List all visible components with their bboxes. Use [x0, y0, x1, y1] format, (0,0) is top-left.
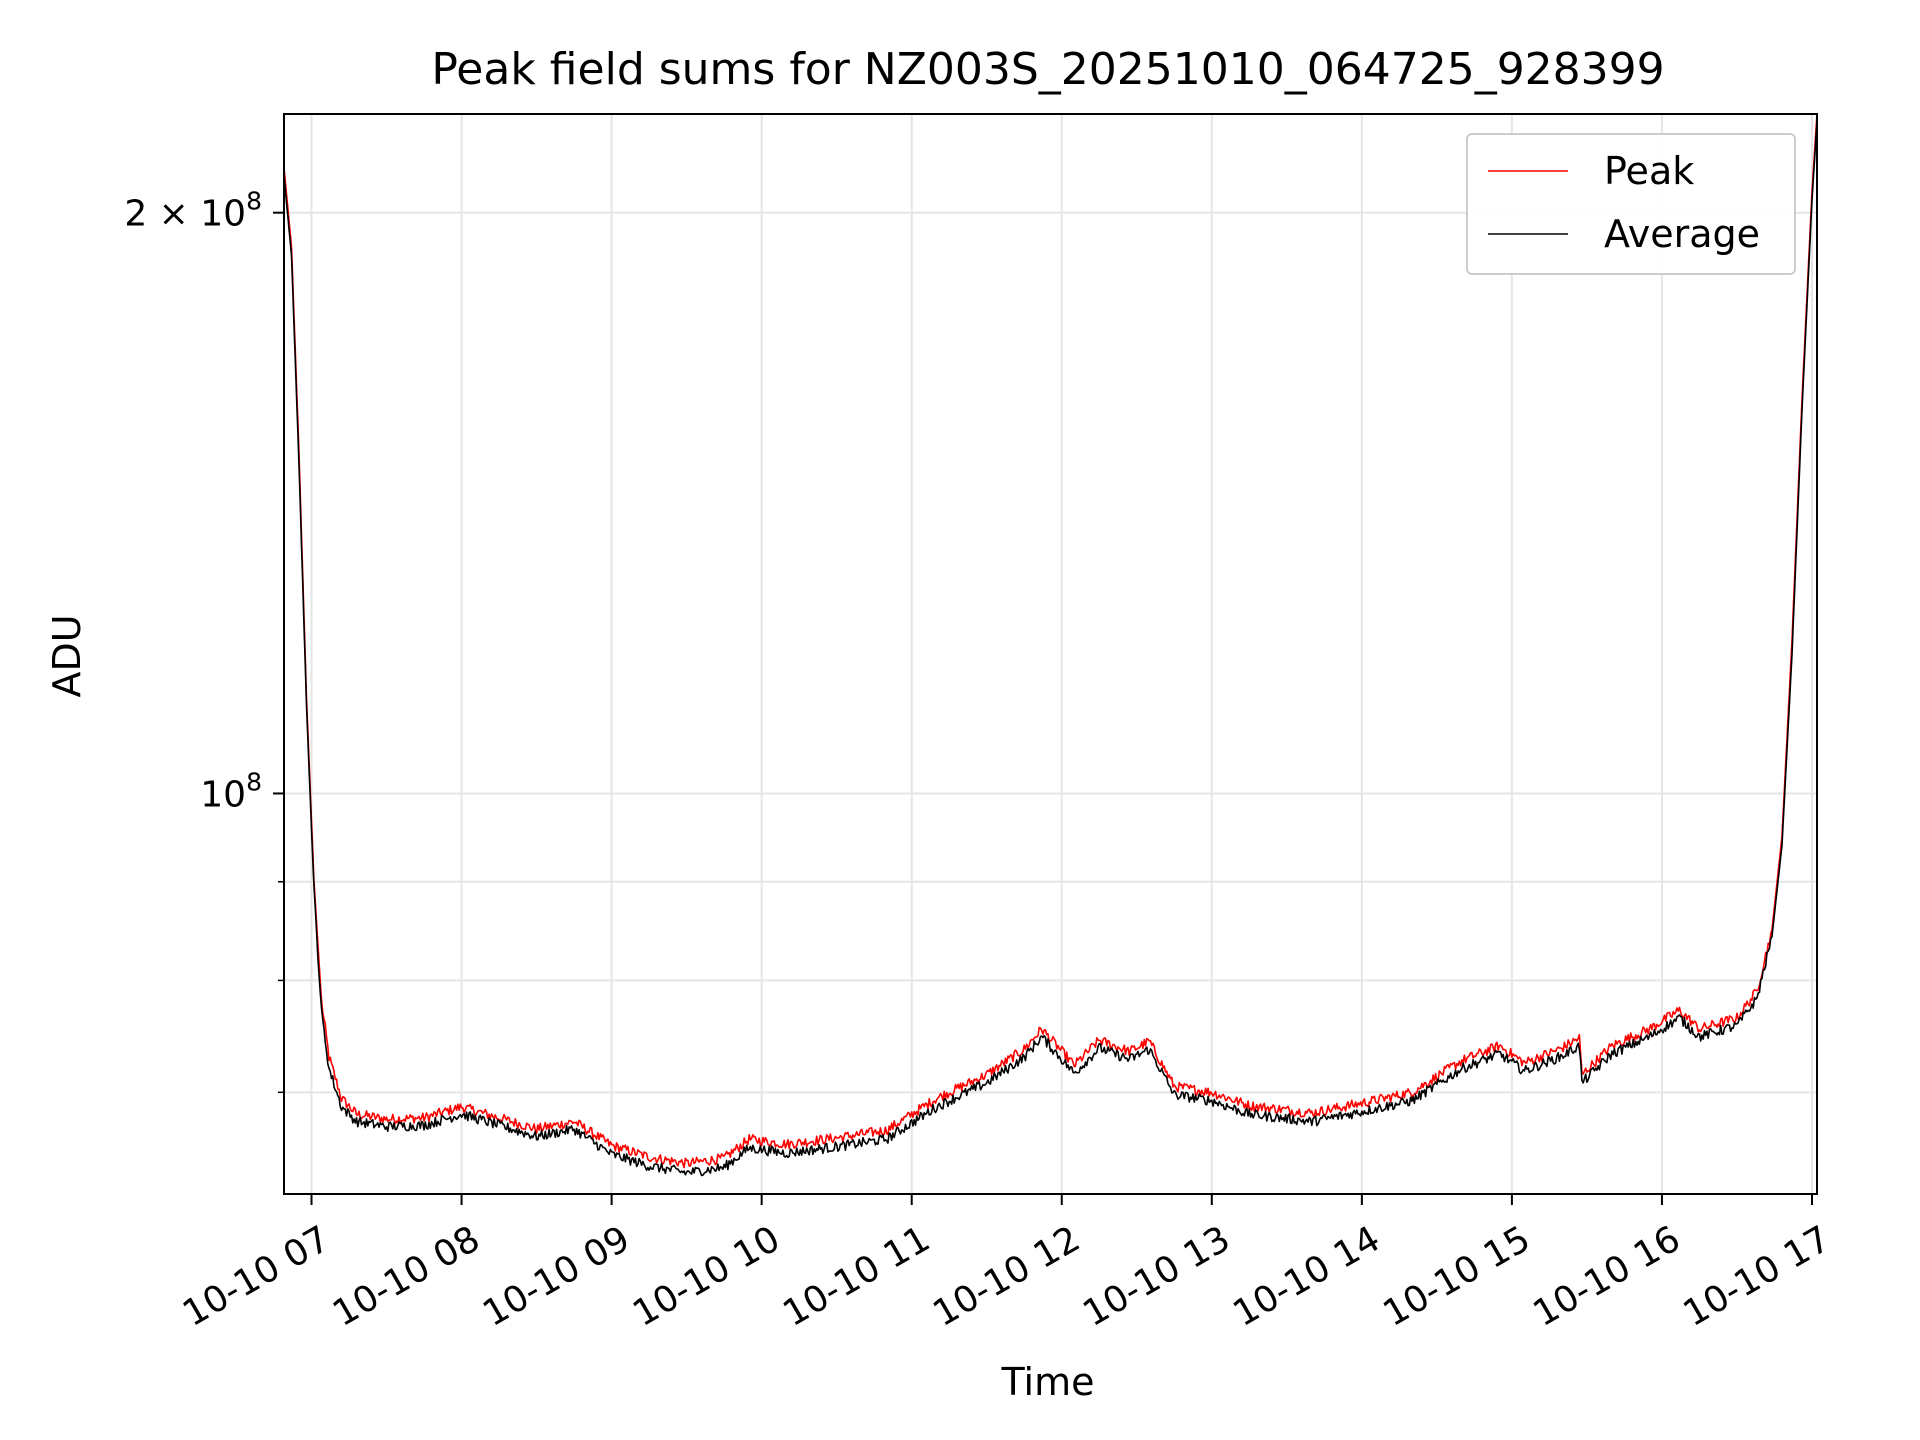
y-tick-exponent: 8: [246, 767, 262, 796]
x-axis-label: Time: [1001, 1360, 1095, 1404]
y-tick-label: 108: [200, 767, 262, 815]
y-tick-mantissa: 2: [124, 194, 147, 235]
plot-frame: [283, 113, 1818, 1195]
grid: [284, 114, 1817, 1194]
legend-label-peak: Peak: [1604, 149, 1694, 193]
series-lines: [283, 113, 1818, 1177]
y-tick-exponent: 8: [246, 187, 262, 216]
y-tick-base: 10: [200, 774, 246, 815]
series-line-peak: [283, 113, 1818, 1169]
y-tick-times: ×: [147, 194, 200, 235]
legend-label-average: Average: [1604, 212, 1760, 256]
y-tick-label: 2 × 108: [124, 187, 262, 235]
y-tick-base: 10: [200, 194, 246, 235]
legend: Peak Average: [1466, 133, 1796, 275]
legend-box: [1466, 133, 1796, 275]
chart-title: Peak field sums for NZ003S_20251010_0647…: [431, 44, 1664, 95]
y-axis-label: ADU: [45, 614, 89, 697]
series-line-average: [283, 121, 1818, 1177]
